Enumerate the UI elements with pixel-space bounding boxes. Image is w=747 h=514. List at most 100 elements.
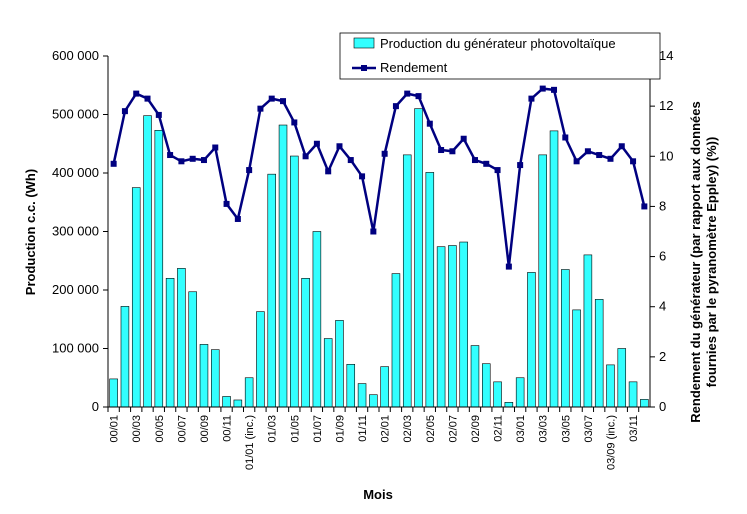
x-tick-label: 01/11 <box>357 415 369 442</box>
x-tick-label: 01/07 <box>312 415 324 443</box>
x-tick-label: 03/03 <box>538 415 550 443</box>
bar <box>233 399 243 408</box>
bar <box>278 124 288 408</box>
line-marker <box>246 167 253 174</box>
bar <box>188 291 197 408</box>
bar <box>606 364 615 408</box>
bar <box>222 396 231 408</box>
bar <box>301 277 310 408</box>
bar <box>414 108 423 408</box>
y-tick-label: 200 000 <box>52 282 99 297</box>
bar <box>120 306 130 408</box>
y2-axis-title: Rendement du générateur (par rapport aux… <box>688 101 703 422</box>
bar <box>493 381 502 408</box>
line-marker <box>144 95 151 102</box>
x-tick-label: 01/05 <box>289 415 301 443</box>
line-marker <box>641 203 648 210</box>
x-tick-label: 02/09 <box>470 415 482 443</box>
y-tick-label: 300 000 <box>52 224 99 239</box>
x-tick-label: 03/11 <box>628 415 640 442</box>
bar <box>109 378 118 408</box>
bar <box>425 172 435 408</box>
line-marker <box>234 215 241 222</box>
line-marker <box>336 143 343 150</box>
y2-tick-label: 10 <box>659 148 673 163</box>
x-tick-label: 03/01 <box>515 415 527 443</box>
line-marker <box>596 152 603 159</box>
bar <box>504 402 514 408</box>
x-tick-label: 03/05 <box>560 415 572 443</box>
line-marker <box>268 95 275 102</box>
line-marker <box>291 119 298 126</box>
y-tick-label: 600 000 <box>52 48 99 63</box>
line-marker <box>110 160 117 167</box>
bar <box>538 154 547 408</box>
line-marker <box>212 144 219 151</box>
x-tick-label: 00/05 <box>154 415 166 443</box>
line-marker <box>381 150 388 157</box>
line-marker <box>404 90 411 97</box>
x-tick-label: 01/03 <box>267 415 279 443</box>
line-marker <box>505 263 512 270</box>
y2-tick-label: 2 <box>659 349 666 364</box>
line-marker <box>471 157 478 164</box>
x-tick-label: 01/01 (inc.) <box>244 415 256 470</box>
line-marker <box>121 108 128 115</box>
line-marker <box>200 157 207 164</box>
line-marker <box>359 173 366 180</box>
bar <box>572 309 581 408</box>
bar <box>436 246 446 408</box>
x-tick-label: 02/05 <box>425 415 437 443</box>
bar <box>594 299 604 408</box>
bar <box>527 272 536 408</box>
bar <box>448 245 457 408</box>
line-marker <box>325 168 332 175</box>
line-marker <box>347 157 354 164</box>
x-tick-label: 00/01 <box>109 415 121 443</box>
bar <box>459 241 468 408</box>
bar <box>402 154 412 408</box>
line-marker <box>551 86 558 93</box>
line-marker <box>302 153 309 160</box>
line-marker <box>280 98 287 105</box>
y-tick-label: 500 000 <box>52 107 99 122</box>
bar <box>199 344 209 408</box>
line-marker <box>562 134 569 141</box>
line-marker <box>573 158 580 165</box>
line-marker <box>178 158 185 165</box>
bar <box>470 345 480 408</box>
legend-swatch <box>353 37 375 49</box>
line-marker <box>438 147 445 154</box>
y2-tick-label: 4 <box>659 299 666 314</box>
x-tick-label: 02/01 <box>380 415 392 443</box>
x-axis-title: Mois <box>363 487 393 502</box>
line-marker <box>392 103 399 110</box>
line-marker <box>370 228 377 235</box>
bar <box>583 254 593 408</box>
bar <box>369 394 378 408</box>
bar <box>131 187 141 408</box>
x-tick-label: 00/07 <box>176 415 188 443</box>
bar <box>515 377 525 408</box>
bar <box>335 320 344 408</box>
y-tick-label: 0 <box>92 399 99 414</box>
line-marker <box>494 167 501 174</box>
bar <box>267 173 276 408</box>
y2-tick-label: 8 <box>659 198 666 213</box>
y-tick-label: 100 000 <box>52 341 99 356</box>
bar <box>357 383 367 408</box>
bar <box>256 311 265 408</box>
x-tick-label: 02/03 <box>402 415 414 443</box>
bar <box>143 115 152 408</box>
line-marker <box>449 148 456 155</box>
bar <box>391 273 401 408</box>
bar <box>346 363 356 408</box>
y-axis-title: Production c.c. (Wh) <box>23 169 38 295</box>
line-marker <box>539 85 546 92</box>
line-marker <box>630 158 637 165</box>
bar <box>290 155 299 408</box>
bar <box>549 130 559 408</box>
bar <box>177 268 186 408</box>
bar <box>323 338 333 408</box>
line-marker <box>257 105 264 112</box>
